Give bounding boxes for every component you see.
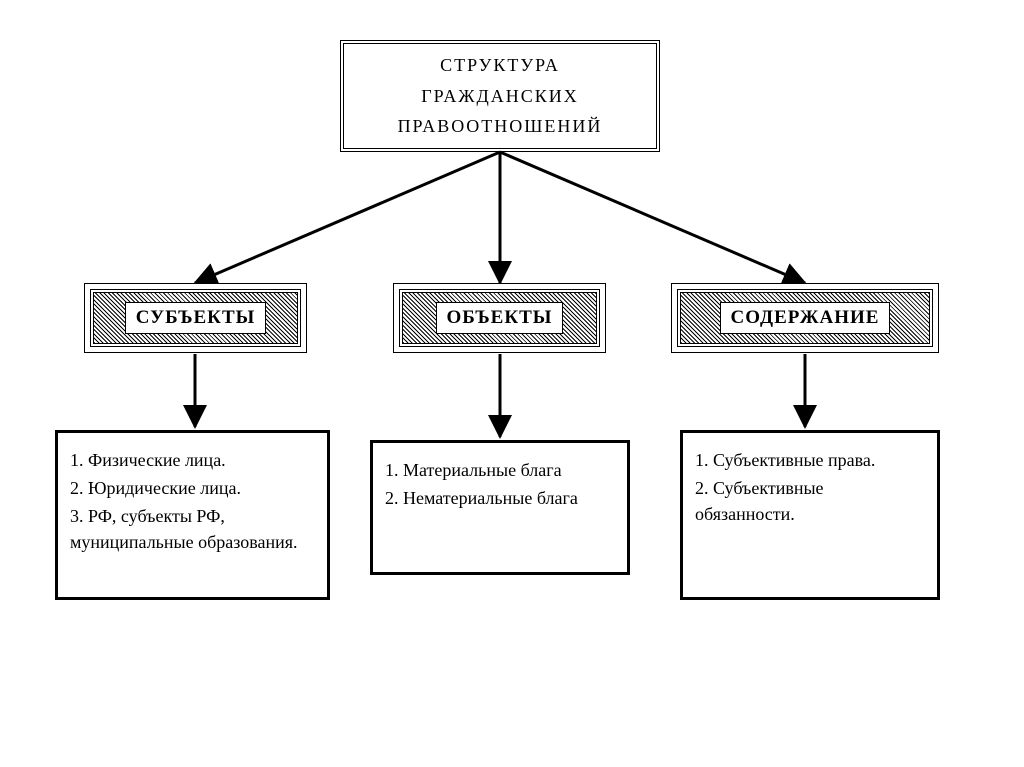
edge-arrow bbox=[195, 152, 500, 283]
item-text: РФ, субъекты РФ, муниципальные образован… bbox=[70, 506, 298, 552]
list-item: 3. РФ, субъекты РФ, муниципальные образо… bbox=[70, 503, 317, 555]
category-label: СОДЕРЖАНИЕ bbox=[720, 302, 891, 334]
list-item: 2. Субъективные обязанности. bbox=[695, 475, 927, 527]
root-line-2: ГРАЖДАНСКИХ bbox=[398, 81, 603, 112]
list-item: 1. Физические лица. bbox=[70, 447, 317, 473]
item-number: 2. bbox=[695, 475, 713, 501]
item-number: 1. bbox=[385, 457, 403, 483]
root-line-3: ПРАВООТНОШЕНИЙ bbox=[398, 111, 603, 142]
item-number: 3. bbox=[70, 503, 88, 529]
leaf-node-subjects: 1. Физические лица.2. Юридические лица.3… bbox=[55, 430, 330, 600]
category-node-subjects: СУБЪЕКТЫ bbox=[93, 292, 298, 344]
item-text: Субъективные обязанности. bbox=[695, 478, 824, 524]
item-text: Юридические лица. bbox=[88, 478, 241, 498]
category-label: СУБЪЕКТЫ bbox=[125, 302, 267, 334]
item-number: 2. bbox=[70, 475, 88, 501]
root-node: СТРУКТУРА ГРАЖДАНСКИХ ПРАВООТНОШЕНИЙ bbox=[340, 40, 660, 152]
item-number: 2. bbox=[385, 485, 403, 511]
root-line-1: СТРУКТУРА bbox=[398, 50, 603, 81]
leaf-node-objects: 1. Материальные блага2. Нематериальные б… bbox=[370, 440, 630, 575]
item-text: Субъективные права. bbox=[713, 450, 875, 470]
leaf-list: 1. Физические лица.2. Юридические лица.3… bbox=[68, 447, 317, 557]
category-node-content: СОДЕРЖАНИЕ bbox=[680, 292, 930, 344]
category-node-objects: ОБЪЕКТЫ bbox=[402, 292, 597, 344]
leaf-list: 1. Субъективные права.2. Субъективные об… bbox=[693, 447, 927, 529]
item-text: Материальные блага bbox=[403, 460, 562, 480]
edge-arrow bbox=[500, 152, 805, 283]
list-item: 1. Материальные блага bbox=[385, 457, 578, 483]
leaf-node-contents: 1. Субъективные права.2. Субъективные об… bbox=[680, 430, 940, 600]
list-item: 2. Юридические лица. bbox=[70, 475, 317, 501]
list-item: 2. Нематериальные блага bbox=[385, 485, 578, 511]
item-number: 1. bbox=[695, 447, 713, 473]
list-item: 1. Субъективные права. bbox=[695, 447, 927, 473]
item-number: 1. bbox=[70, 447, 88, 473]
leaf-list: 1. Материальные блага2. Нематериальные б… bbox=[383, 457, 578, 513]
item-text: Нематериальные блага bbox=[403, 488, 578, 508]
item-text: Физические лица. bbox=[88, 450, 226, 470]
category-label: ОБЪЕКТЫ bbox=[436, 302, 564, 334]
